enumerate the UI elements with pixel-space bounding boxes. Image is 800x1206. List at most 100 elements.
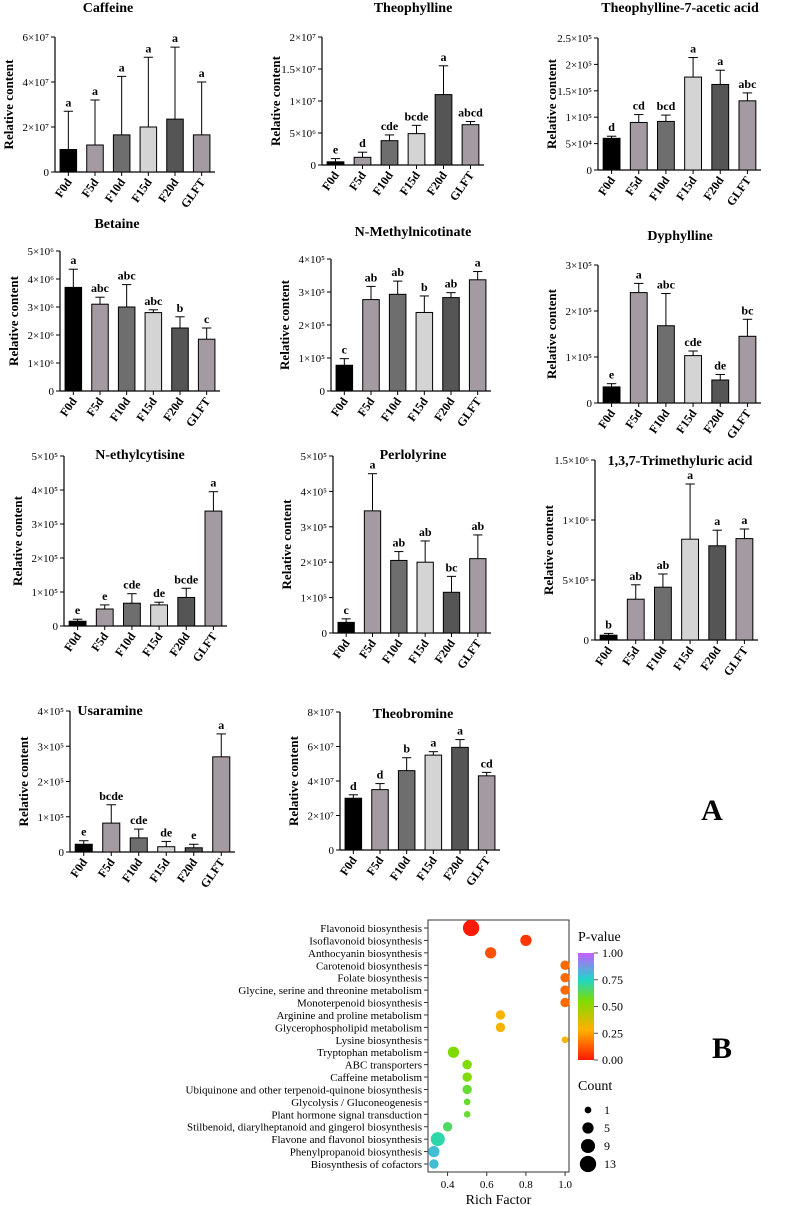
bar-GLFT	[469, 558, 487, 634]
chart-title: 1,3,7-Trimethyluric acid	[608, 454, 753, 469]
category-label: F20d	[431, 394, 458, 424]
significance-label: ab	[419, 525, 432, 539]
y-tick-label: 6×10⁷	[307, 742, 334, 754]
significance-label: e	[81, 825, 87, 839]
pathway-dot	[447, 1046, 460, 1058]
bar-F10d	[388, 293, 407, 392]
significance-label: d	[377, 768, 384, 782]
bar-F0d	[599, 634, 618, 641]
y-tick-label: 2×10⁷	[307, 811, 334, 823]
significance-label: cde	[130, 813, 148, 827]
significance-label: de	[153, 586, 166, 600]
y-tick-label: 2×10⁵	[565, 306, 592, 318]
bar-chart-9: 1,3,7-Trimethyluric acid Relative content…	[541, 454, 758, 678]
category-label: F20d	[440, 853, 467, 883]
y-tick-label: 1×10⁵	[300, 593, 327, 605]
category-label: F0d	[52, 175, 75, 200]
count-legend-dot	[582, 1122, 594, 1134]
y-tick-label: 4×10⁷	[22, 77, 49, 89]
y-tick-label: 5×10⁵	[300, 451, 327, 463]
pathway-label: Caffeine metabolism	[330, 1072, 422, 1084]
category-label: F10d	[646, 173, 673, 203]
category-label: F10d	[112, 629, 139, 659]
category-label: GLFT	[463, 854, 493, 889]
y-tick-label: 0	[53, 621, 59, 633]
category-label: F15d	[673, 406, 700, 436]
y-tick-label: 3×10⁵	[31, 519, 58, 531]
bar-F15d	[150, 604, 169, 627]
bar-chart-5: N-Methylnicotinate Relative content 0 1×10⁵…	[277, 225, 491, 429]
y-tick-label: 2×10⁵	[298, 320, 325, 332]
significance-label: cd	[633, 99, 645, 113]
count-legend-dot	[584, 1106, 592, 1114]
significance-label: bcde	[99, 789, 124, 803]
pathway-dot	[462, 1072, 472, 1082]
bar-F0d	[64, 286, 83, 392]
bar-F10d	[653, 586, 672, 641]
category-label: F15d	[670, 643, 697, 673]
category-label: F0d	[595, 173, 618, 198]
category-label: F0d	[61, 629, 84, 654]
bar-F0d	[59, 149, 78, 173]
colorbar-tick-label: 0.75	[602, 973, 623, 987]
significance-label: e	[75, 603, 81, 617]
bar-F0d	[326, 161, 345, 166]
y-tick-label: 5×10⁶	[289, 128, 316, 140]
significance-label: bcde	[405, 109, 430, 123]
bar-chart-1: Caffeine Relative content 0 2×10⁷ 4×10⁷ 6×10⁷…	[1, 1, 215, 210]
significance-label: a	[119, 60, 125, 74]
y-tick-label: 3×10⁵	[300, 522, 327, 534]
pathway-dot	[560, 997, 570, 1008]
significance-label: ab	[392, 536, 405, 550]
category-label: F15d	[405, 636, 432, 666]
significance-label: c	[342, 343, 348, 357]
pathway-label: Flavonoid biosynthesis	[320, 923, 422, 935]
category-label: F20d	[432, 636, 459, 666]
bar-F15d	[424, 754, 443, 851]
significance-label: bcde	[174, 572, 199, 586]
bar-F15d	[684, 76, 703, 171]
bar-F5d	[363, 510, 382, 634]
pathway-dot	[430, 1132, 445, 1147]
pathway-dot	[495, 1010, 506, 1020]
significance-label: a	[714, 514, 720, 528]
y-tick-label: 2×10⁷	[22, 122, 49, 134]
bar-F10d	[380, 140, 399, 166]
y-tick-label: 1×10⁵	[565, 112, 592, 124]
bar-F20d	[442, 297, 460, 392]
bar-F5d	[95, 608, 114, 627]
y-tick-label: 2×10⁵	[300, 557, 327, 569]
significance-label: cde	[123, 578, 141, 592]
bar-F20d	[166, 118, 184, 173]
pathway-dot	[463, 1110, 471, 1118]
significance-label: ab	[471, 519, 484, 533]
pathway-dot	[429, 1159, 439, 1169]
bar-F5d	[629, 292, 648, 404]
y-tick-label: 2×10⁵	[31, 553, 58, 565]
chart-title: Caffeine	[83, 1, 134, 16]
significance-label: b	[605, 617, 612, 631]
bar-F20d	[177, 596, 196, 627]
bar-chart-3: Theophylline-7-acetic acid Relative conte…	[544, 1, 761, 208]
count-legend-dot	[580, 1138, 596, 1154]
y-axis-label: Relative content	[279, 499, 294, 590]
pathway-dot	[561, 1036, 569, 1044]
significance-label: cde	[684, 335, 702, 349]
bar-GLFT	[738, 335, 757, 404]
category-label: F0d	[67, 855, 90, 880]
category-label: GLFT	[178, 176, 208, 211]
pathway-label: Stilbenoid, diarylheptanoid and gingerol…	[187, 1122, 422, 1134]
significance-label: e	[102, 589, 108, 603]
count-legend-title: Count	[578, 1079, 612, 1094]
significance-label: abc	[144, 294, 163, 308]
chart-title: Dyphylline	[647, 229, 712, 244]
count-legend-label: 5	[604, 1121, 610, 1135]
significance-label: b	[177, 301, 184, 315]
category-label: F0d	[337, 853, 360, 878]
chart-title: N-ethylcytisine	[95, 448, 184, 463]
pathway-label: Flavone and flavonol biosynthesis	[271, 1134, 422, 1146]
pathway-dot	[485, 947, 497, 959]
chart-title: Betaine	[94, 217, 139, 232]
